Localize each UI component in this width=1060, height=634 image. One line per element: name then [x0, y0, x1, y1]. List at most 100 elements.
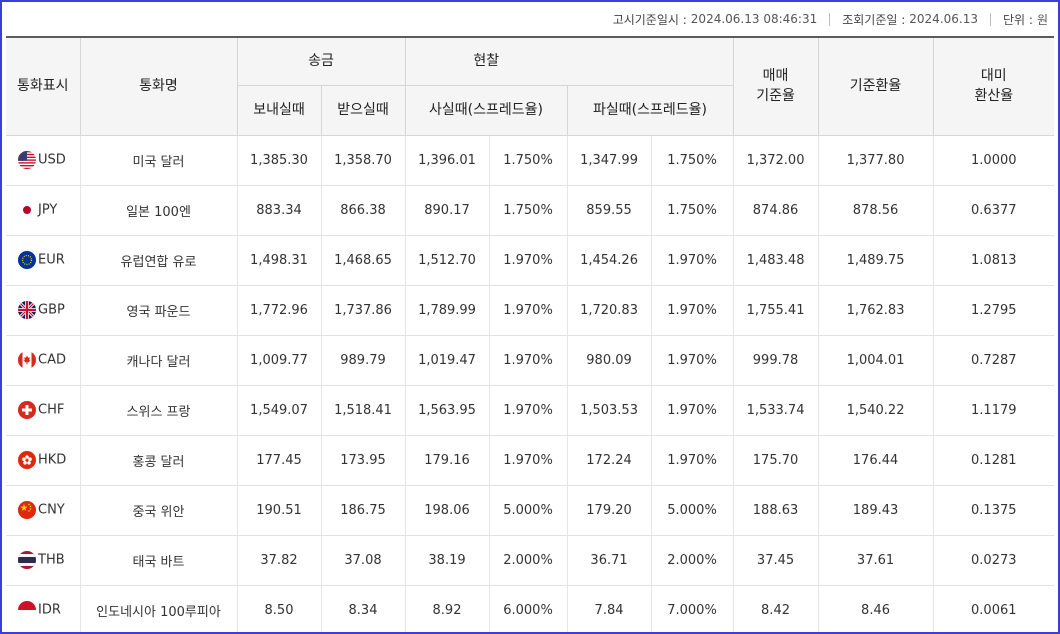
rate-buy: 1,563.95	[405, 385, 490, 436]
table-row: EUR 유럽연합 유로 1,498.31 1,468.65 1,512.70 1.970%…	[6, 235, 1055, 286]
currency-name: 캐나다 달러	[80, 335, 238, 386]
currency-code-cell: CHF	[6, 385, 81, 436]
jp-flag-icon	[18, 201, 36, 219]
rate-buy-spread: 1.970%	[489, 435, 568, 486]
rate-sell-spread: 1.970%	[651, 335, 734, 386]
rate-buy: 1,396.01	[405, 135, 490, 186]
rate-usd-rate: 0.7287	[933, 335, 1055, 386]
currency-code-cell: CAD	[6, 335, 81, 386]
rate-buy-spread: 1.970%	[489, 385, 568, 436]
rate-recv: 8.34	[321, 585, 406, 632]
rate-recv: 186.75	[321, 485, 406, 536]
rate-sell-spread: 7.000%	[651, 585, 734, 632]
rate-send: 177.45	[237, 435, 322, 486]
rate-sell-spread: 1.750%	[651, 185, 734, 236]
th-flag-icon	[18, 551, 36, 569]
rate-base-rate: 37.61	[818, 535, 934, 586]
currency-code-cell: USD	[6, 135, 81, 186]
usd-rate-line1: 대미	[980, 68, 1007, 85]
divider	[829, 12, 831, 26]
col-trade-base: 매매 기준율	[732, 36, 819, 136]
rate-buy-spread: 1.750%	[489, 135, 568, 186]
col-cash-sell-spread: 파실때(스프레드율)	[566, 84, 734, 136]
rate-buy: 890.17	[405, 185, 490, 236]
rate-recv: 989.79	[321, 335, 406, 386]
hk-flag-icon	[18, 451, 36, 469]
currency-name: 미국 달러	[80, 135, 238, 186]
rate-sell: 172.24	[567, 435, 652, 486]
rate-base-rate: 878.56	[818, 185, 934, 236]
cn-flag-icon	[18, 501, 36, 519]
rate-trade-base: 999.78	[733, 335, 819, 386]
notice-datetime: 고시기준일시 : 2024.06.13 08:46:31	[613, 11, 818, 28]
rate-recv: 173.95	[321, 435, 406, 486]
currency-code-cell: IDR	[6, 585, 81, 632]
rate-usd-rate: 1.1179	[933, 385, 1055, 436]
rate-trade-base: 188.63	[733, 485, 819, 536]
us-flag-icon	[18, 151, 36, 169]
currency-name: 중국 위안	[80, 485, 238, 536]
col-currency-name: 통화명	[79, 36, 238, 136]
currency-name: 태국 바트	[80, 535, 238, 586]
currency-name: 인도네시아 100루피아	[80, 585, 238, 632]
notice-label: 고시기준일시 :	[612, 12, 687, 27]
table-row: CNY 중국 위안 190.51 186.75 198.06 5.000% 179.20 5.…	[6, 485, 1055, 536]
rate-sell: 1,347.99	[567, 135, 652, 186]
table-row: IDR 인도네시아 100루피아 8.50 8.34 8.92 6.000% 7.84 7.0…	[6, 585, 1055, 632]
rate-buy-spread: 6.000%	[489, 585, 568, 632]
rate-trade-base: 8.42	[733, 585, 819, 632]
currency-code: JPY	[38, 202, 58, 218]
query-date: 조회기준일 : 2024.06.13	[842, 11, 978, 28]
rate-sell-spread: 1.970%	[651, 235, 734, 286]
currency-code: GBP	[38, 302, 65, 318]
col-cash-sell	[567, 36, 734, 86]
unit-value: 원	[1036, 12, 1048, 27]
rate-buy: 179.16	[405, 435, 490, 486]
rate-buy-spread: 1.970%	[489, 335, 568, 386]
rate-usd-rate: 0.0061	[933, 585, 1055, 632]
rate-buy: 1,019.47	[405, 335, 490, 386]
rate-sell-spread: 1.750%	[651, 135, 734, 186]
rate-usd-rate: 0.1281	[933, 435, 1055, 486]
rate-recv: 1,518.41	[321, 385, 406, 436]
currency-code: CNY	[38, 502, 65, 518]
rate-base-rate: 1,762.83	[818, 285, 934, 336]
rate-send: 37.82	[237, 535, 322, 586]
currency-name: 유럽연합 유로	[80, 235, 238, 286]
rate-base-rate: 189.43	[818, 485, 934, 536]
rate-trade-base: 1,533.74	[733, 385, 819, 436]
rate-sell: 7.84	[567, 585, 652, 632]
rate-buy: 198.06	[405, 485, 490, 536]
table-row: CAD 캐나다 달러 1,009.77 989.79 1,019.47 1.970% 980…	[6, 335, 1055, 386]
rate-send: 1,772.96	[237, 285, 322, 336]
col-cash-buy-spread: 사실때(스프레드율)	[404, 84, 568, 136]
eu-flag-icon	[18, 251, 36, 269]
rate-send: 1,009.77	[237, 335, 322, 386]
rate-buy-spread: 5.000%	[489, 485, 568, 536]
col-base-rate: 기준환율	[817, 36, 934, 136]
ch-flag-icon	[18, 401, 36, 419]
rate-sell-spread: 1.970%	[651, 435, 734, 486]
rate-buy-spread: 1.970%	[489, 235, 568, 286]
currency-code-cell: JPY	[6, 185, 81, 236]
rate-send: 1,549.07	[237, 385, 322, 436]
rate-trade-base: 1,755.41	[733, 285, 819, 336]
rate-send: 883.34	[237, 185, 322, 236]
rate-recv: 1,358.70	[321, 135, 406, 186]
notice-value: 2024.06.13 08:46:31	[690, 12, 818, 26]
rate-buy-spread: 1.750%	[489, 185, 568, 236]
rate-trade-base: 175.70	[733, 435, 819, 486]
rate-base-rate: 1,540.22	[818, 385, 934, 436]
ca-flag-icon	[18, 351, 36, 369]
rate-buy: 8.92	[405, 585, 490, 632]
col-currency-code: 통화표시	[6, 36, 81, 136]
rate-usd-rate: 0.1375	[933, 485, 1055, 536]
currency-code: CHF	[38, 402, 65, 418]
trade-base-line2: 기준율	[756, 88, 795, 105]
rate-base-rate: 1,377.80	[818, 135, 934, 186]
rate-sell: 1,503.53	[567, 385, 652, 436]
table-row: CHF 스위스 프랑 1,549.07 1,518.41 1,563.95 1.970% 1…	[6, 385, 1055, 436]
rate-trade-base: 874.86	[733, 185, 819, 236]
currency-code: IDR	[38, 602, 61, 618]
